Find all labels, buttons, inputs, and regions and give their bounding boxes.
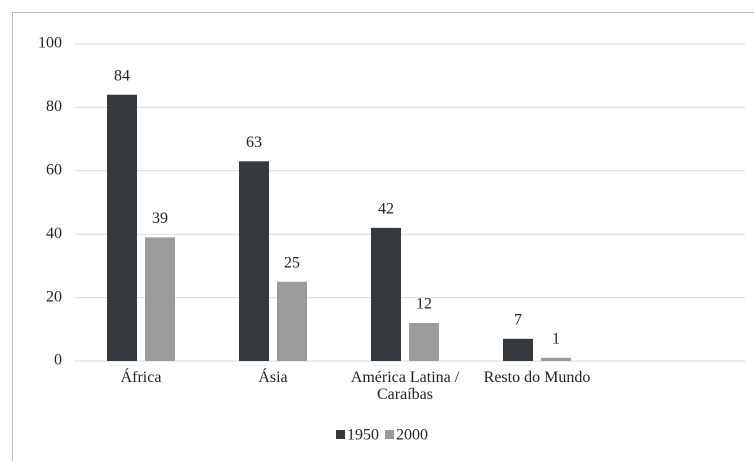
data-label: 25 — [284, 254, 300, 271]
x-tick-label: África — [120, 369, 162, 386]
legend-swatch — [385, 430, 394, 439]
data-label: 12 — [416, 296, 432, 313]
y-tick-label: 80 — [46, 98, 62, 115]
data-label: 39 — [152, 210, 168, 227]
bar — [107, 94, 137, 361]
legend-swatch — [336, 430, 345, 439]
data-label: 7 — [514, 311, 522, 328]
bar — [503, 338, 533, 361]
y-tick-label: 60 — [46, 161, 62, 178]
bar — [239, 161, 269, 361]
x-tick-label: América Latina / Caraíbas — [350, 369, 460, 403]
data-label: 63 — [246, 134, 262, 151]
data-label: 1 — [552, 331, 560, 348]
x-tick-label: Resto do Mundo — [483, 369, 591, 386]
y-tick-label: 0 — [54, 352, 62, 369]
data-label: 42 — [378, 201, 394, 218]
bar — [371, 227, 401, 361]
legend-label: 2000 — [396, 427, 428, 444]
y-tick-label: 40 — [46, 225, 62, 242]
bar — [145, 237, 175, 361]
bar — [541, 357, 571, 361]
legend-label: 1950 — [347, 427, 379, 444]
bar — [277, 281, 307, 361]
bar — [409, 322, 439, 361]
chart-border — [12, 12, 754, 461]
y-tick-label: 100 — [38, 35, 62, 52]
y-tick-label: 20 — [46, 288, 62, 305]
x-tick-label: Ásia — [258, 369, 288, 386]
data-label: 84 — [114, 67, 130, 84]
